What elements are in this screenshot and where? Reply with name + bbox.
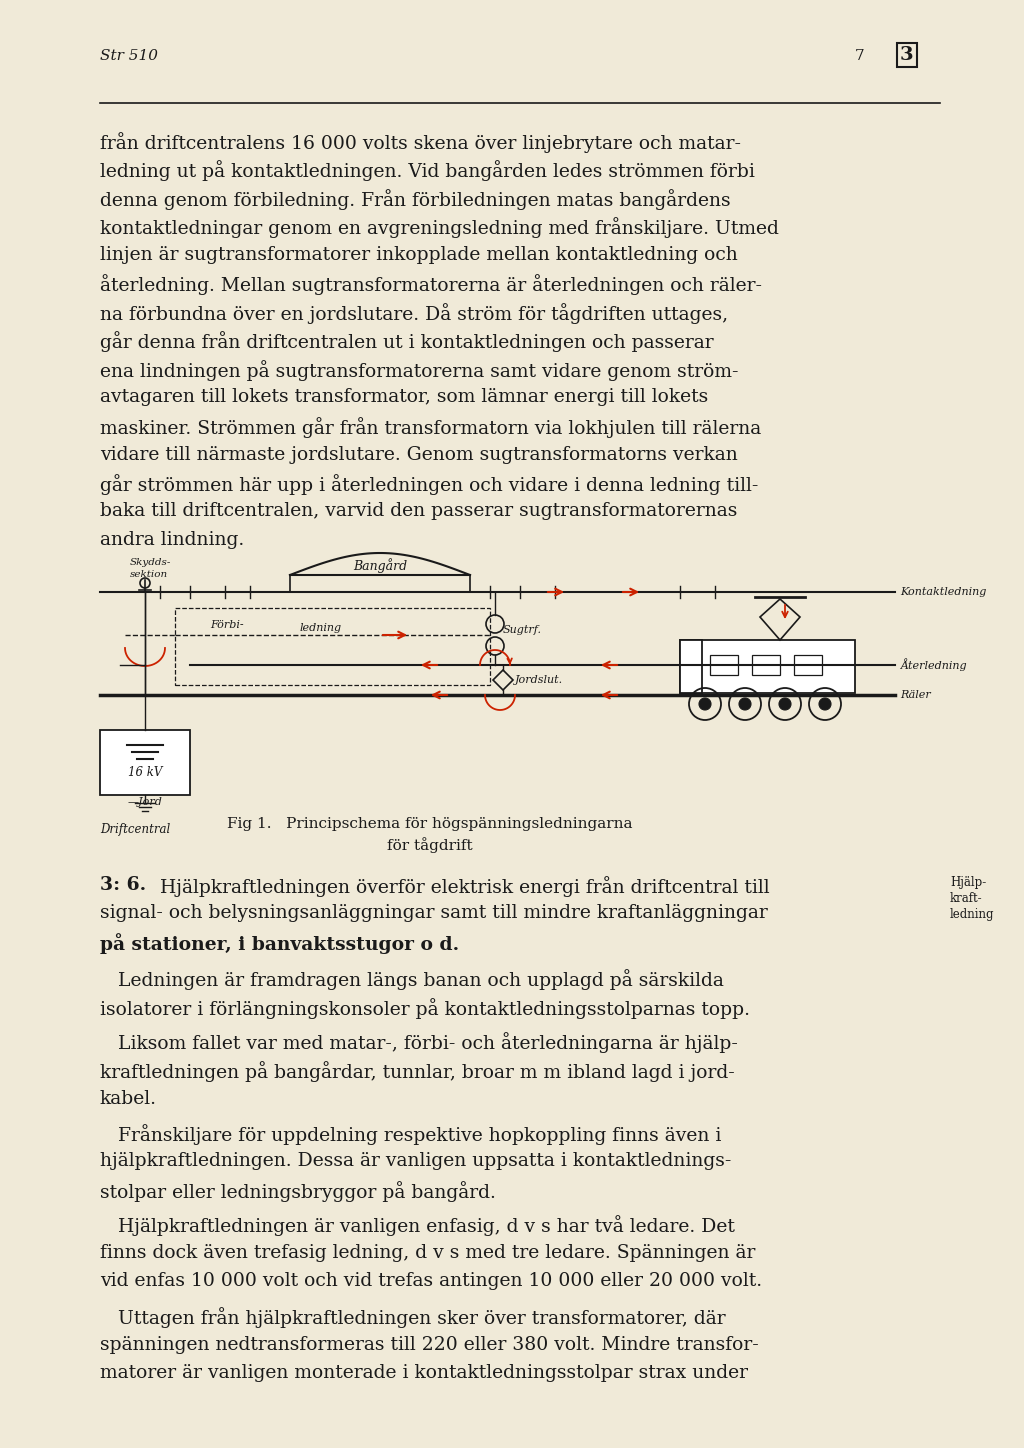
- Text: Jordslut.: Jordslut.: [515, 675, 563, 685]
- Bar: [680, 640, 702, 694]
- Text: avtagaren till lokets transformator, som lämnar energi till lokets: avtagaren till lokets transformator, som…: [100, 388, 709, 407]
- Text: Ledningen är framdragen längs banan och upplagd på särskilda: Ledningen är framdragen längs banan och …: [100, 970, 724, 990]
- Text: Kontaktledning: Kontaktledning: [900, 586, 986, 597]
- Text: kabel.: kabel.: [100, 1089, 157, 1108]
- Text: baka till driftcentralen, varvid den passerar sugtransformatorernas: baka till driftcentralen, varvid den pas…: [100, 502, 737, 520]
- Text: Bangård: Bangård: [353, 557, 408, 573]
- Bar: [752, 654, 780, 675]
- Text: går strömmen här upp i återledningen och vidare i denna ledning till-: går strömmen här upp i återledningen och…: [100, 473, 759, 495]
- Text: Str 510: Str 510: [100, 49, 158, 64]
- Circle shape: [819, 698, 831, 710]
- Bar: [680, 640, 855, 694]
- Text: Hjälpkraftledningen överför elektrisk energi från driftcentral till: Hjälpkraftledningen överför elektrisk en…: [148, 876, 770, 896]
- Text: spänningen nedtransformeras till 220 eller 380 volt. Mindre transfor-: spänningen nedtransformeras till 220 ell…: [100, 1335, 759, 1354]
- Text: ledning: ledning: [300, 623, 342, 633]
- Text: Räler: Räler: [900, 691, 931, 699]
- Text: signal- och belysningsanläggningar samt till mindre kraftanläggningar: signal- och belysningsanläggningar samt …: [100, 905, 768, 922]
- Text: Fig 1.   Principschema för högspänningsledningarna: Fig 1. Principschema för högspänningsled…: [227, 817, 633, 831]
- Text: återledning. Mellan sugtransformatorerna är återledningen och räler-: återledning. Mellan sugtransformatorerna…: [100, 275, 762, 295]
- Text: hjälpkraftledningen. Dessa är vanligen uppsatta i kontaktlednings-: hjälpkraftledningen. Dessa är vanligen u…: [100, 1153, 731, 1170]
- Text: 7: 7: [855, 49, 864, 64]
- Text: vid enfas 10 000 volt och vid trefas antingen 10 000 eller 20 000 volt.: vid enfas 10 000 volt och vid trefas ant…: [100, 1273, 762, 1290]
- Text: vidare till närmaste jordslutare. Genom sugtransformatorns verkan: vidare till närmaste jordslutare. Genom …: [100, 446, 737, 463]
- Bar: [175, 608, 490, 685]
- Text: —Jord: —Jord: [128, 796, 163, 807]
- Text: går denna från driftcentralen ut i kontaktledningen och passerar: går denna från driftcentralen ut i konta…: [100, 332, 714, 352]
- Text: kraft-: kraft-: [950, 892, 983, 905]
- Text: isolatorer i förlängningskonsoler på kontaktledningsstolparnas topp.: isolatorer i förlängningskonsoler på kon…: [100, 998, 750, 1019]
- Circle shape: [779, 698, 791, 710]
- Bar: [710, 654, 738, 675]
- Text: Skydds-: Skydds-: [130, 557, 171, 568]
- Text: 16 kV: 16 kV: [128, 766, 162, 779]
- Text: Uttagen från hjälpkraftledningen sker över transformatorer, där: Uttagen från hjälpkraftledningen sker öv…: [100, 1308, 726, 1328]
- Text: stolpar eller ledningsbryggor på bangård.: stolpar eller ledningsbryggor på bangård…: [100, 1182, 496, 1202]
- Circle shape: [739, 698, 751, 710]
- Text: på stationer, i banvaktsstugor o d.: på stationer, i banvaktsstugor o d.: [100, 933, 459, 954]
- Bar: [100, 730, 190, 795]
- Text: maskiner. Strömmen går från transformatorn via lokhjulen till rälerna: maskiner. Strömmen går från transformato…: [100, 417, 761, 437]
- Text: för tågdrift: för tågdrift: [387, 837, 473, 853]
- Circle shape: [699, 698, 711, 710]
- Text: andra lindning.: andra lindning.: [100, 531, 245, 549]
- Text: Frånskiljare för uppdelning respektive hopkoppling finns även i: Frånskiljare för uppdelning respektive h…: [100, 1124, 721, 1145]
- Text: ena lindningen på sugtransformatorerna samt vidare genom ström-: ena lindningen på sugtransformatorerna s…: [100, 361, 738, 381]
- Text: Liksom fallet var med matar-, förbi- och återledningarna är hjälp-: Liksom fallet var med matar-, förbi- och…: [100, 1032, 738, 1054]
- Text: Hjälp-: Hjälp-: [950, 876, 986, 889]
- Text: linjen är sugtransformatorer inkopplade mellan kontaktledning och: linjen är sugtransformatorer inkopplade …: [100, 246, 737, 264]
- Text: ledning: ledning: [950, 908, 994, 921]
- Text: Sugtrf.: Sugtrf.: [503, 626, 542, 636]
- Text: finns dock även trefasig ledning, d v s med tre ledare. Spänningen är: finns dock även trefasig ledning, d v s …: [100, 1244, 756, 1263]
- Text: från driftcentralens 16 000 volts skena över linjebrytare och matar-: från driftcentralens 16 000 volts skena …: [100, 132, 741, 153]
- Text: Driftcentral: Driftcentral: [100, 822, 170, 835]
- Text: na förbundna över en jordslutare. Då ström för tågdriften uttages,: na förbundna över en jordslutare. Då str…: [100, 303, 728, 324]
- Bar: [794, 654, 822, 675]
- Text: 3: 3: [900, 46, 913, 64]
- Text: Återledning: Återledning: [900, 659, 967, 672]
- Text: Förbi-: Förbi-: [210, 620, 244, 630]
- Text: ledning ut på kontaktledningen. Vid bangården ledes strömmen förbi: ledning ut på kontaktledningen. Vid bang…: [100, 161, 755, 181]
- Text: sektion: sektion: [130, 571, 168, 579]
- Text: 3: 6.: 3: 6.: [100, 876, 146, 893]
- Text: kontaktledningar genom en avgreningsledning med frånskiljare. Utmed: kontaktledningar genom en avgreningsledn…: [100, 217, 779, 239]
- Text: matorer är vanligen monterade i kontaktledningsstolpar strax under: matorer är vanligen monterade i kontaktl…: [100, 1364, 748, 1381]
- Text: kraftledningen på bangårdar, tunnlar, broar m m ibland lagd i jord-: kraftledningen på bangårdar, tunnlar, br…: [100, 1061, 735, 1082]
- Text: Hjälpkraftledningen är vanligen enfasig, d v s har två ledare. Det: Hjälpkraftledningen är vanligen enfasig,…: [100, 1215, 735, 1237]
- Text: denna genom förbiledning. Från förbiledningen matas bangårdens: denna genom förbiledning. Från förbiledn…: [100, 190, 731, 210]
